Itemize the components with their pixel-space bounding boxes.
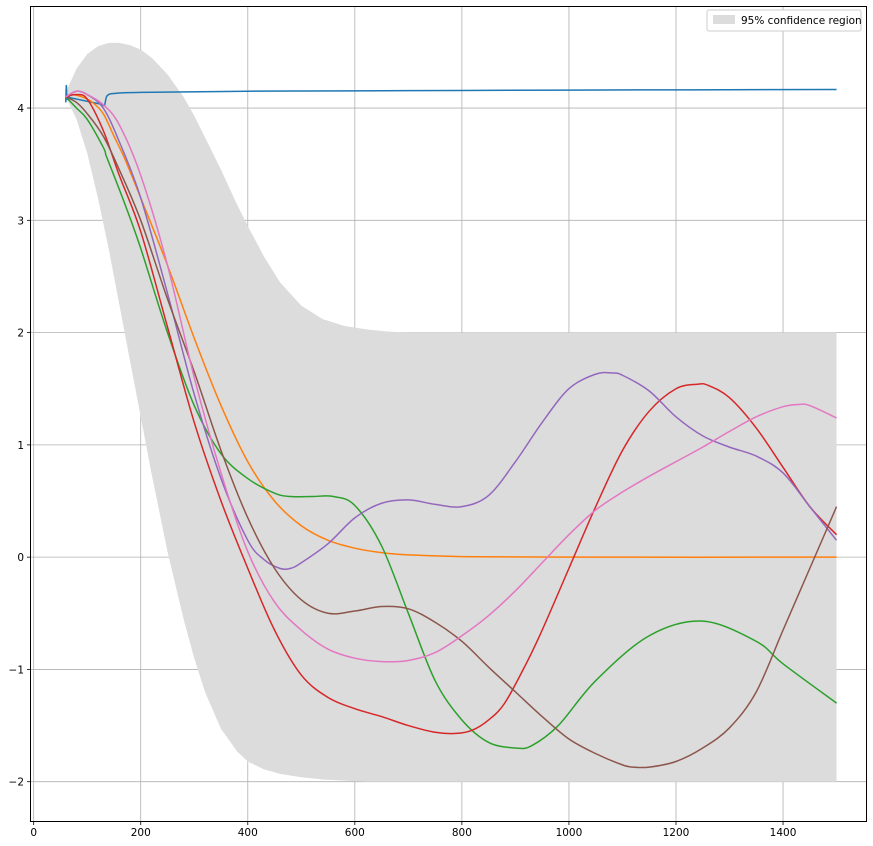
y-tick-label-0: −2 <box>9 777 24 789</box>
series-line-2 <box>65 96 838 750</box>
confidence-region <box>65 42 837 782</box>
x-tick-label-4: 800 <box>452 827 472 839</box>
legend-box <box>706 9 862 32</box>
series-line-3 <box>65 93 838 735</box>
x-tick-label-7: 1400 <box>770 827 797 839</box>
x-tick-label-3: 600 <box>345 827 365 839</box>
series-line-0 <box>65 84 837 107</box>
confidence-region-band <box>65 42 837 782</box>
y-tick-label-2: 0 <box>17 552 24 564</box>
legend: 95% confidence region <box>706 9 862 32</box>
x-axis-ticks: 0 200 400 600 800 1000 1200 1400 <box>30 821 796 839</box>
x-tick-label-2: 400 <box>238 827 258 839</box>
y-tick-label-5: 3 <box>17 215 24 227</box>
legend-label: 95% confidence region <box>741 15 862 27</box>
series-line-4 <box>65 90 838 571</box>
y-axis-ticks: −2 −1 0 1 2 3 4 <box>9 103 31 789</box>
y-tick-label-4: 2 <box>17 328 24 340</box>
series-lines <box>65 84 838 769</box>
plot-frame <box>30 6 867 822</box>
y-tick-label-1: −1 <box>9 664 24 676</box>
x-tick-label-0: 0 <box>30 827 37 839</box>
legend-swatch <box>713 15 735 24</box>
series-line-5 <box>65 96 838 769</box>
x-tick-label-5: 1000 <box>556 827 583 839</box>
series-line-6 <box>65 90 837 663</box>
y-tick-label-3: 1 <box>17 440 24 452</box>
y-tick-label-6: 4 <box>17 103 24 115</box>
x-tick-label-1: 200 <box>131 827 151 839</box>
series-line-1 <box>65 93 837 558</box>
x-tick-label-6: 1200 <box>663 827 690 839</box>
